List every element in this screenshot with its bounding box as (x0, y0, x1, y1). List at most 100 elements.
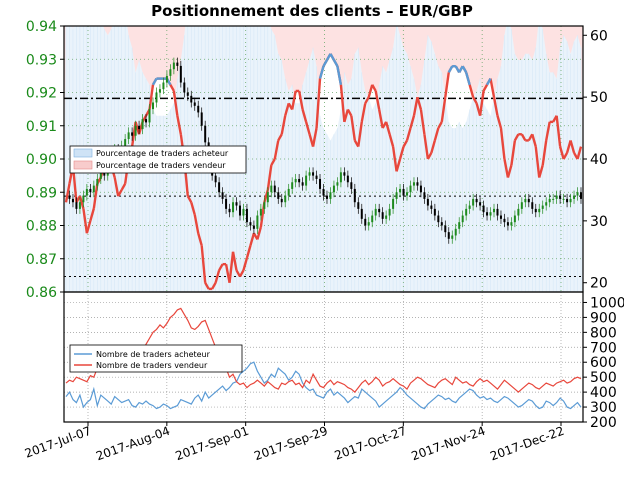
price-candle (423, 192, 426, 199)
price-candle (339, 172, 342, 183)
seller-line-segment (186, 195, 193, 203)
price-candle (148, 109, 151, 123)
seller-line-segment (193, 214, 200, 234)
buyer-line-segment (447, 65, 454, 73)
seller-line-segment (249, 232, 256, 246)
price-candle (399, 188, 402, 193)
buyer-line-segment (322, 59, 329, 67)
price-candle (496, 208, 499, 216)
price-candle (440, 222, 443, 226)
price-candle (437, 215, 440, 223)
price-candle (82, 195, 85, 203)
price-tick-label: 0.88 (26, 219, 57, 235)
price-candle (124, 139, 127, 146)
price-candle (287, 188, 290, 196)
seller-line-segment (531, 133, 537, 147)
seller-line-segment (273, 140, 280, 160)
seller-line-segment (409, 115, 416, 129)
price-candle (197, 105, 200, 113)
seller-line-segment (388, 133, 395, 147)
seller-line-segment (398, 146, 405, 160)
seller-line-segment (284, 103, 290, 117)
price-candle (493, 208, 496, 213)
price-candle (371, 215, 374, 223)
legend-label-buyers: Pourcentage de traders acheteur (96, 149, 229, 158)
count-tick-label: 500 (590, 370, 617, 386)
price-candle (433, 208, 436, 216)
price-candle (214, 175, 217, 183)
seller-line-segment (304, 121, 311, 135)
legend-label-sellers-count: Nombre de traders vendeur (96, 361, 208, 370)
seller-line-segment (291, 90, 297, 110)
price-candle (71, 198, 74, 203)
price-candle (406, 192, 409, 196)
price-candle (451, 235, 454, 239)
seller-line-segment (360, 103, 367, 123)
price-candle (395, 192, 398, 199)
price-candle (350, 182, 353, 189)
price-candle (402, 188, 405, 196)
price-candle (99, 172, 102, 179)
seller-line-segment (433, 127, 440, 141)
price-candle (301, 182, 304, 186)
seller-line-segment (472, 96, 478, 104)
price-candle (249, 222, 252, 226)
price-candle (392, 198, 395, 209)
seller-line-segment (92, 183, 99, 209)
price-candle (346, 175, 349, 183)
price-candle (291, 182, 294, 189)
price-candle (573, 195, 576, 199)
seller-line-segment (204, 282, 210, 290)
seller-line-segment (426, 152, 433, 160)
price-candle (388, 208, 391, 216)
count-tick-label: 300 (590, 400, 617, 416)
buyer-line-segment (318, 65, 325, 79)
price-candle (252, 225, 255, 229)
seller-line-segment (492, 96, 499, 116)
legend-swatch-buyers (73, 148, 93, 158)
price-candle (343, 172, 346, 176)
price-candle (416, 182, 419, 186)
price-candle (465, 208, 468, 216)
seller-line-segment (169, 84, 175, 92)
price-candle (364, 218, 367, 226)
price-candle (531, 202, 534, 209)
price-candle (308, 172, 311, 176)
price-candle (517, 208, 520, 216)
price-candle (225, 198, 228, 209)
count-tick-label: 1000 (590, 295, 624, 311)
price-candle (85, 188, 88, 196)
price-candle (68, 195, 71, 199)
price-candle (503, 218, 506, 223)
buyer-line-segment (336, 65, 343, 85)
seller-line-segment (346, 108, 353, 117)
price-candle (378, 208, 381, 213)
seller-line-segment (214, 270, 221, 284)
seller-line-segment (377, 109, 384, 129)
seller-line-segment (510, 140, 517, 166)
price-candle (468, 205, 471, 209)
seller-line-segment (311, 127, 318, 147)
seller-line-segment (238, 269, 245, 278)
seller-line-segment (343, 109, 350, 123)
price-candle (479, 202, 482, 206)
seller-line-segment (85, 220, 92, 234)
bottom-legend-box (69, 344, 243, 373)
price-candle (270, 185, 273, 193)
seller-line-segment (120, 183, 127, 191)
seller-line-segment (402, 139, 409, 148)
seller-line-segment (148, 84, 155, 110)
count-tick-label: 900 (590, 310, 617, 326)
seller-line-segment (576, 146, 583, 160)
seller-line-segment (64, 183, 71, 203)
seller-line-segment (78, 195, 85, 209)
price-candle (228, 208, 231, 213)
seller-line-segment (228, 251, 235, 283)
price-candle (548, 198, 551, 203)
seller-line-segment (301, 109, 308, 123)
legend-swatch-sellers (73, 160, 93, 170)
price-candle (162, 82, 165, 90)
percent-lines (64, 53, 583, 291)
seller-line-segment (384, 121, 391, 135)
bottom-panel-frame (63, 291, 584, 423)
